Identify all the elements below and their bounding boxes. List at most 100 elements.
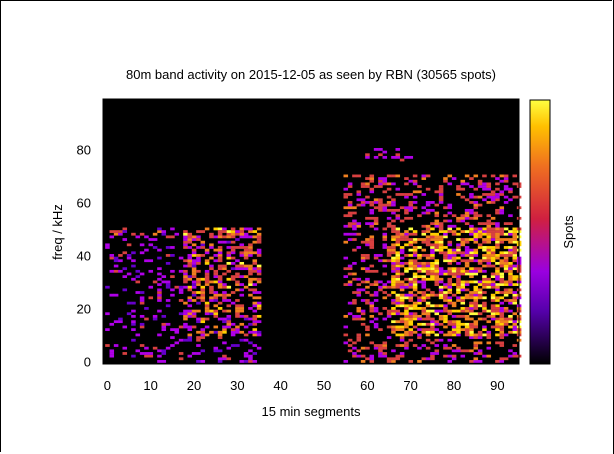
- heatmap-cell: [391, 299, 396, 302]
- heatmap-cell: [408, 155, 414, 159]
- y-axis-label: freq / kHz: [50, 204, 65, 260]
- heatmap-cell: [386, 195, 392, 199]
- heatmap-cell: [230, 330, 236, 334]
- heatmap-cell: [139, 344, 145, 347]
- heatmap-cell: [391, 203, 396, 207]
- heatmap-cell: [395, 299, 401, 302]
- heatmap-cell: [243, 325, 249, 329]
- heatmap-cell: [408, 179, 414, 183]
- heatmap-cell: [378, 312, 383, 316]
- heatmap-cell: [499, 336, 505, 339]
- heatmap-cell: [482, 230, 487, 233]
- heatmap-cell: [235, 344, 240, 347]
- heatmap-cell: [425, 256, 431, 260]
- heatmap-cell: [434, 333, 440, 337]
- heatmap-cell: [196, 230, 201, 233]
- heatmap-cell: [404, 296, 409, 300]
- heatmap-cell: [356, 309, 362, 313]
- heatmap-cell: [512, 354, 518, 358]
- heatmap-cell: [443, 177, 448, 180]
- heatmap-cell: [512, 320, 518, 324]
- heatmap-cell: [451, 230, 457, 233]
- heatmap-cell: [408, 312, 414, 316]
- heatmap-cell: [417, 322, 422, 326]
- heatmap-cell: [464, 280, 470, 284]
- heatmap-cell: [404, 322, 409, 326]
- heatmap-cell: [239, 293, 245, 297]
- heatmap-cell: [157, 296, 162, 300]
- heatmap-cell: [217, 277, 223, 281]
- heatmap-cell: [217, 240, 223, 244]
- heatmap-cell: [512, 291, 518, 294]
- heatmap-cell: [196, 235, 201, 239]
- heatmap-cell: [482, 193, 487, 196]
- heatmap-cell: [434, 190, 440, 194]
- heatmap-cell: [495, 291, 500, 294]
- heatmap-cell: [183, 272, 188, 276]
- heatmap-cell: [196, 269, 201, 273]
- heatmap-cell: [395, 357, 401, 361]
- heatmap-cell: [456, 216, 461, 220]
- heatmap-cell: [464, 269, 470, 273]
- heatmap-cell: [490, 254, 496, 257]
- heatmap-cell: [425, 322, 431, 326]
- heatmap-cell: [105, 246, 110, 249]
- heatmap-cell: [430, 264, 435, 268]
- heatmap-cell: [512, 256, 518, 260]
- heatmap-cell: [399, 251, 405, 255]
- heatmap-cell: [408, 322, 414, 326]
- heatmap-cell: [365, 299, 370, 302]
- heatmap-cell: [399, 193, 405, 196]
- heatmap-cell: [508, 261, 513, 265]
- heatmap-cell: [191, 261, 197, 265]
- heatmap-cell: [495, 360, 500, 363]
- heatmap-cell: [443, 307, 448, 310]
- heatmap-cell: [443, 317, 448, 321]
- heatmap-cell: [443, 299, 448, 302]
- heatmap-cell: [131, 301, 136, 305]
- heatmap-cell: [482, 246, 487, 249]
- heatmap-cell: [213, 293, 219, 297]
- heatmap-cell: [443, 325, 448, 329]
- heatmap-cell: [391, 182, 396, 186]
- heatmap-cell: [347, 211, 353, 215]
- heatmap-cell: [391, 360, 396, 363]
- heatmap-cell: [495, 341, 500, 345]
- heatmap-cell: [469, 330, 474, 334]
- heatmap-cell: [408, 232, 414, 236]
- heatmap-cell: [248, 254, 253, 257]
- heatmap-cell: [144, 352, 149, 355]
- heatmap-cell: [443, 235, 448, 239]
- heatmap-cell: [356, 317, 362, 321]
- heatmap-cell: [408, 264, 414, 268]
- heatmap-cell: [230, 267, 236, 271]
- heatmap-cell: [460, 230, 466, 233]
- heatmap-cell: [222, 357, 227, 361]
- heatmap-cell: [434, 246, 440, 249]
- heatmap-cell: [464, 296, 470, 300]
- heatmap-cell: [191, 285, 197, 289]
- heatmap-cell: [152, 346, 158, 350]
- heatmap-cell: [399, 333, 405, 337]
- heatmap-cell: [391, 267, 396, 271]
- heatmap-cell: [183, 243, 188, 247]
- heatmap-cell: [230, 251, 236, 255]
- heatmap-cell: [447, 248, 453, 252]
- heatmap-cell: [430, 304, 435, 308]
- heatmap-cell: [477, 246, 483, 249]
- heatmap-cell: [386, 312, 392, 316]
- heatmap-cell: [460, 328, 466, 332]
- heatmap-cell: [382, 179, 388, 183]
- heatmap-cell: [404, 235, 409, 239]
- heatmap-cell: [473, 272, 479, 276]
- heatmap-cell: [148, 269, 154, 273]
- heatmap-cell: [404, 261, 409, 265]
- heatmap-cell: [191, 299, 197, 302]
- heatmap-cell: [499, 230, 505, 233]
- heatmap-cell: [508, 246, 513, 249]
- heatmap-cell: [347, 283, 353, 286]
- heatmap-cell: [239, 330, 245, 334]
- heatmap-cell: [430, 267, 435, 271]
- heatmap-cell: [508, 269, 513, 273]
